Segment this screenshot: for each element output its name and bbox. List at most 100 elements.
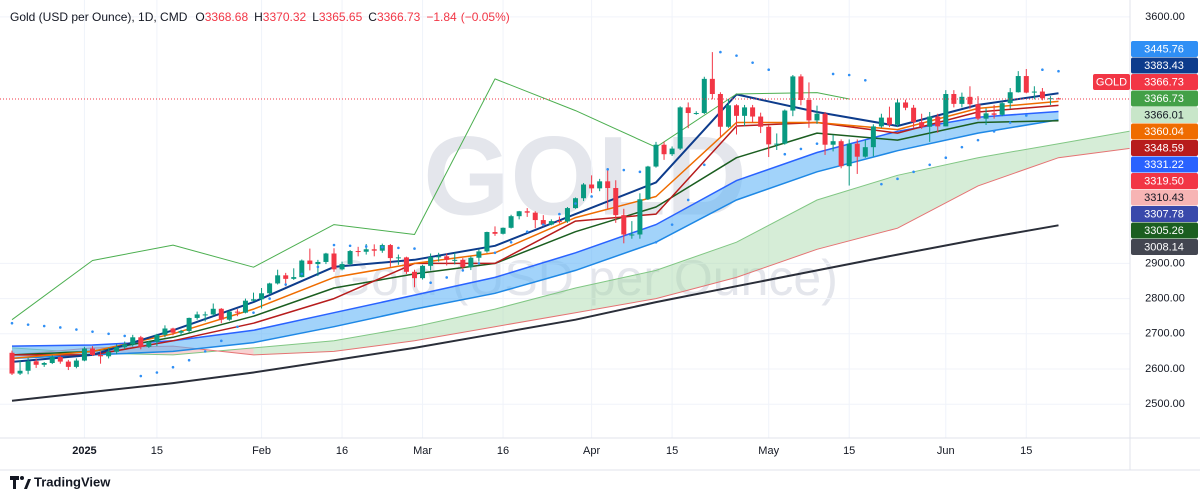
y-tick-label: 2700.00 xyxy=(1145,328,1185,340)
price-tag: 3305.26 xyxy=(1131,222,1198,239)
sar-dot xyxy=(1008,121,1012,124)
sar-dot xyxy=(912,170,915,174)
sar-dot xyxy=(91,330,94,333)
legend-item: L xyxy=(312,10,319,24)
band-lower xyxy=(11,119,1059,360)
candle-body xyxy=(669,148,675,155)
price-tag-label: 3360.04 xyxy=(1144,126,1184,138)
price-tag: 3331.22 xyxy=(1131,156,1198,173)
price-tag: 3310.43 xyxy=(1131,189,1198,206)
cloud-span-a xyxy=(11,130,1130,356)
candle-body xyxy=(1007,92,1013,104)
candle-body xyxy=(878,117,884,127)
cloud-fill xyxy=(736,199,817,278)
sar-dot xyxy=(397,246,400,250)
candle-body xyxy=(677,107,683,149)
candle-body xyxy=(701,78,707,114)
candle-body xyxy=(234,311,240,313)
candle-body xyxy=(500,227,506,234)
candle-body xyxy=(790,76,796,111)
candle-body xyxy=(468,257,474,268)
band-upper xyxy=(11,110,1059,347)
sar-dot xyxy=(976,138,980,142)
candle-body xyxy=(363,249,369,252)
sar-dot xyxy=(252,311,255,314)
candle-body xyxy=(742,107,748,116)
candle-body xyxy=(629,234,635,236)
x-tick-label: Apr xyxy=(583,445,600,457)
candle-body xyxy=(154,334,160,342)
candle-body xyxy=(412,271,417,279)
price-tag: 3445.76 xyxy=(1131,41,1198,57)
legend-item: −1.84 xyxy=(426,10,457,24)
sar-dot xyxy=(590,195,593,198)
candle-body xyxy=(685,107,691,114)
candle-body xyxy=(967,96,973,105)
candle-body xyxy=(919,122,925,127)
candle-body xyxy=(903,102,909,108)
sar-dot xyxy=(880,182,883,186)
candle-body xyxy=(202,314,208,316)
sar-dot xyxy=(155,371,159,374)
sar-dot xyxy=(171,365,175,369)
logo-dot xyxy=(20,476,24,480)
sar-dot xyxy=(59,326,62,329)
sar-dot xyxy=(719,50,722,54)
candle-body xyxy=(927,116,933,127)
candle-body xyxy=(436,256,442,258)
cloud-fill xyxy=(656,242,737,299)
candle-body xyxy=(194,314,200,318)
candle-body xyxy=(420,265,426,279)
candle-body xyxy=(1056,98,1061,100)
x-tick-label: May xyxy=(758,445,779,457)
price-tag-bg xyxy=(1131,222,1198,239)
sar-dot xyxy=(896,177,899,181)
cloud-fill xyxy=(575,270,656,313)
legend-item: 3370.32 xyxy=(263,10,307,24)
candle-body xyxy=(170,328,176,333)
sar-dot xyxy=(847,73,851,77)
price-tag: 3366.73 xyxy=(1131,90,1198,107)
brand-logo xyxy=(10,476,31,489)
sar-dot xyxy=(220,339,223,343)
sar-dot xyxy=(654,240,658,244)
candle-body xyxy=(114,347,120,352)
sar-dot xyxy=(767,68,770,72)
candle-body xyxy=(484,232,490,252)
sar-dot xyxy=(638,170,642,174)
candle-body xyxy=(766,126,772,145)
indicator-line xyxy=(11,78,850,321)
candle-body xyxy=(476,251,482,258)
candle-body xyxy=(98,354,104,357)
price-tag-bg xyxy=(1131,140,1198,156)
candle-body xyxy=(613,188,619,216)
legend-item: C xyxy=(368,10,377,24)
candle-body xyxy=(709,78,715,95)
cloud-fill xyxy=(1058,131,1130,158)
price-tag-bg xyxy=(1131,173,1198,189)
sar-dot xyxy=(42,324,46,328)
indicator-line xyxy=(11,92,1059,363)
candle-body xyxy=(323,253,329,262)
candle-body xyxy=(830,141,836,145)
candle-body xyxy=(73,360,79,367)
price-tag: 3319.50 xyxy=(1131,173,1198,189)
candle-body xyxy=(452,259,458,261)
sar-dot xyxy=(107,332,110,336)
price-tag-label: 3008.14 xyxy=(1144,241,1184,253)
candle-body xyxy=(355,251,361,253)
candle-body xyxy=(645,166,651,200)
sar-dot xyxy=(429,281,432,285)
sar-dot xyxy=(300,272,304,276)
legend-item: 3368.68 xyxy=(205,10,249,24)
price-tag-label: 3305.26 xyxy=(1144,225,1184,237)
cloud-fill xyxy=(334,326,415,352)
sar-dot xyxy=(445,276,449,279)
candle-body xyxy=(122,344,128,348)
candle-body xyxy=(9,352,15,374)
sar-dot xyxy=(187,358,191,362)
sar-dot xyxy=(622,168,626,172)
logo-slash xyxy=(24,479,31,489)
band-fill xyxy=(12,111,1059,359)
